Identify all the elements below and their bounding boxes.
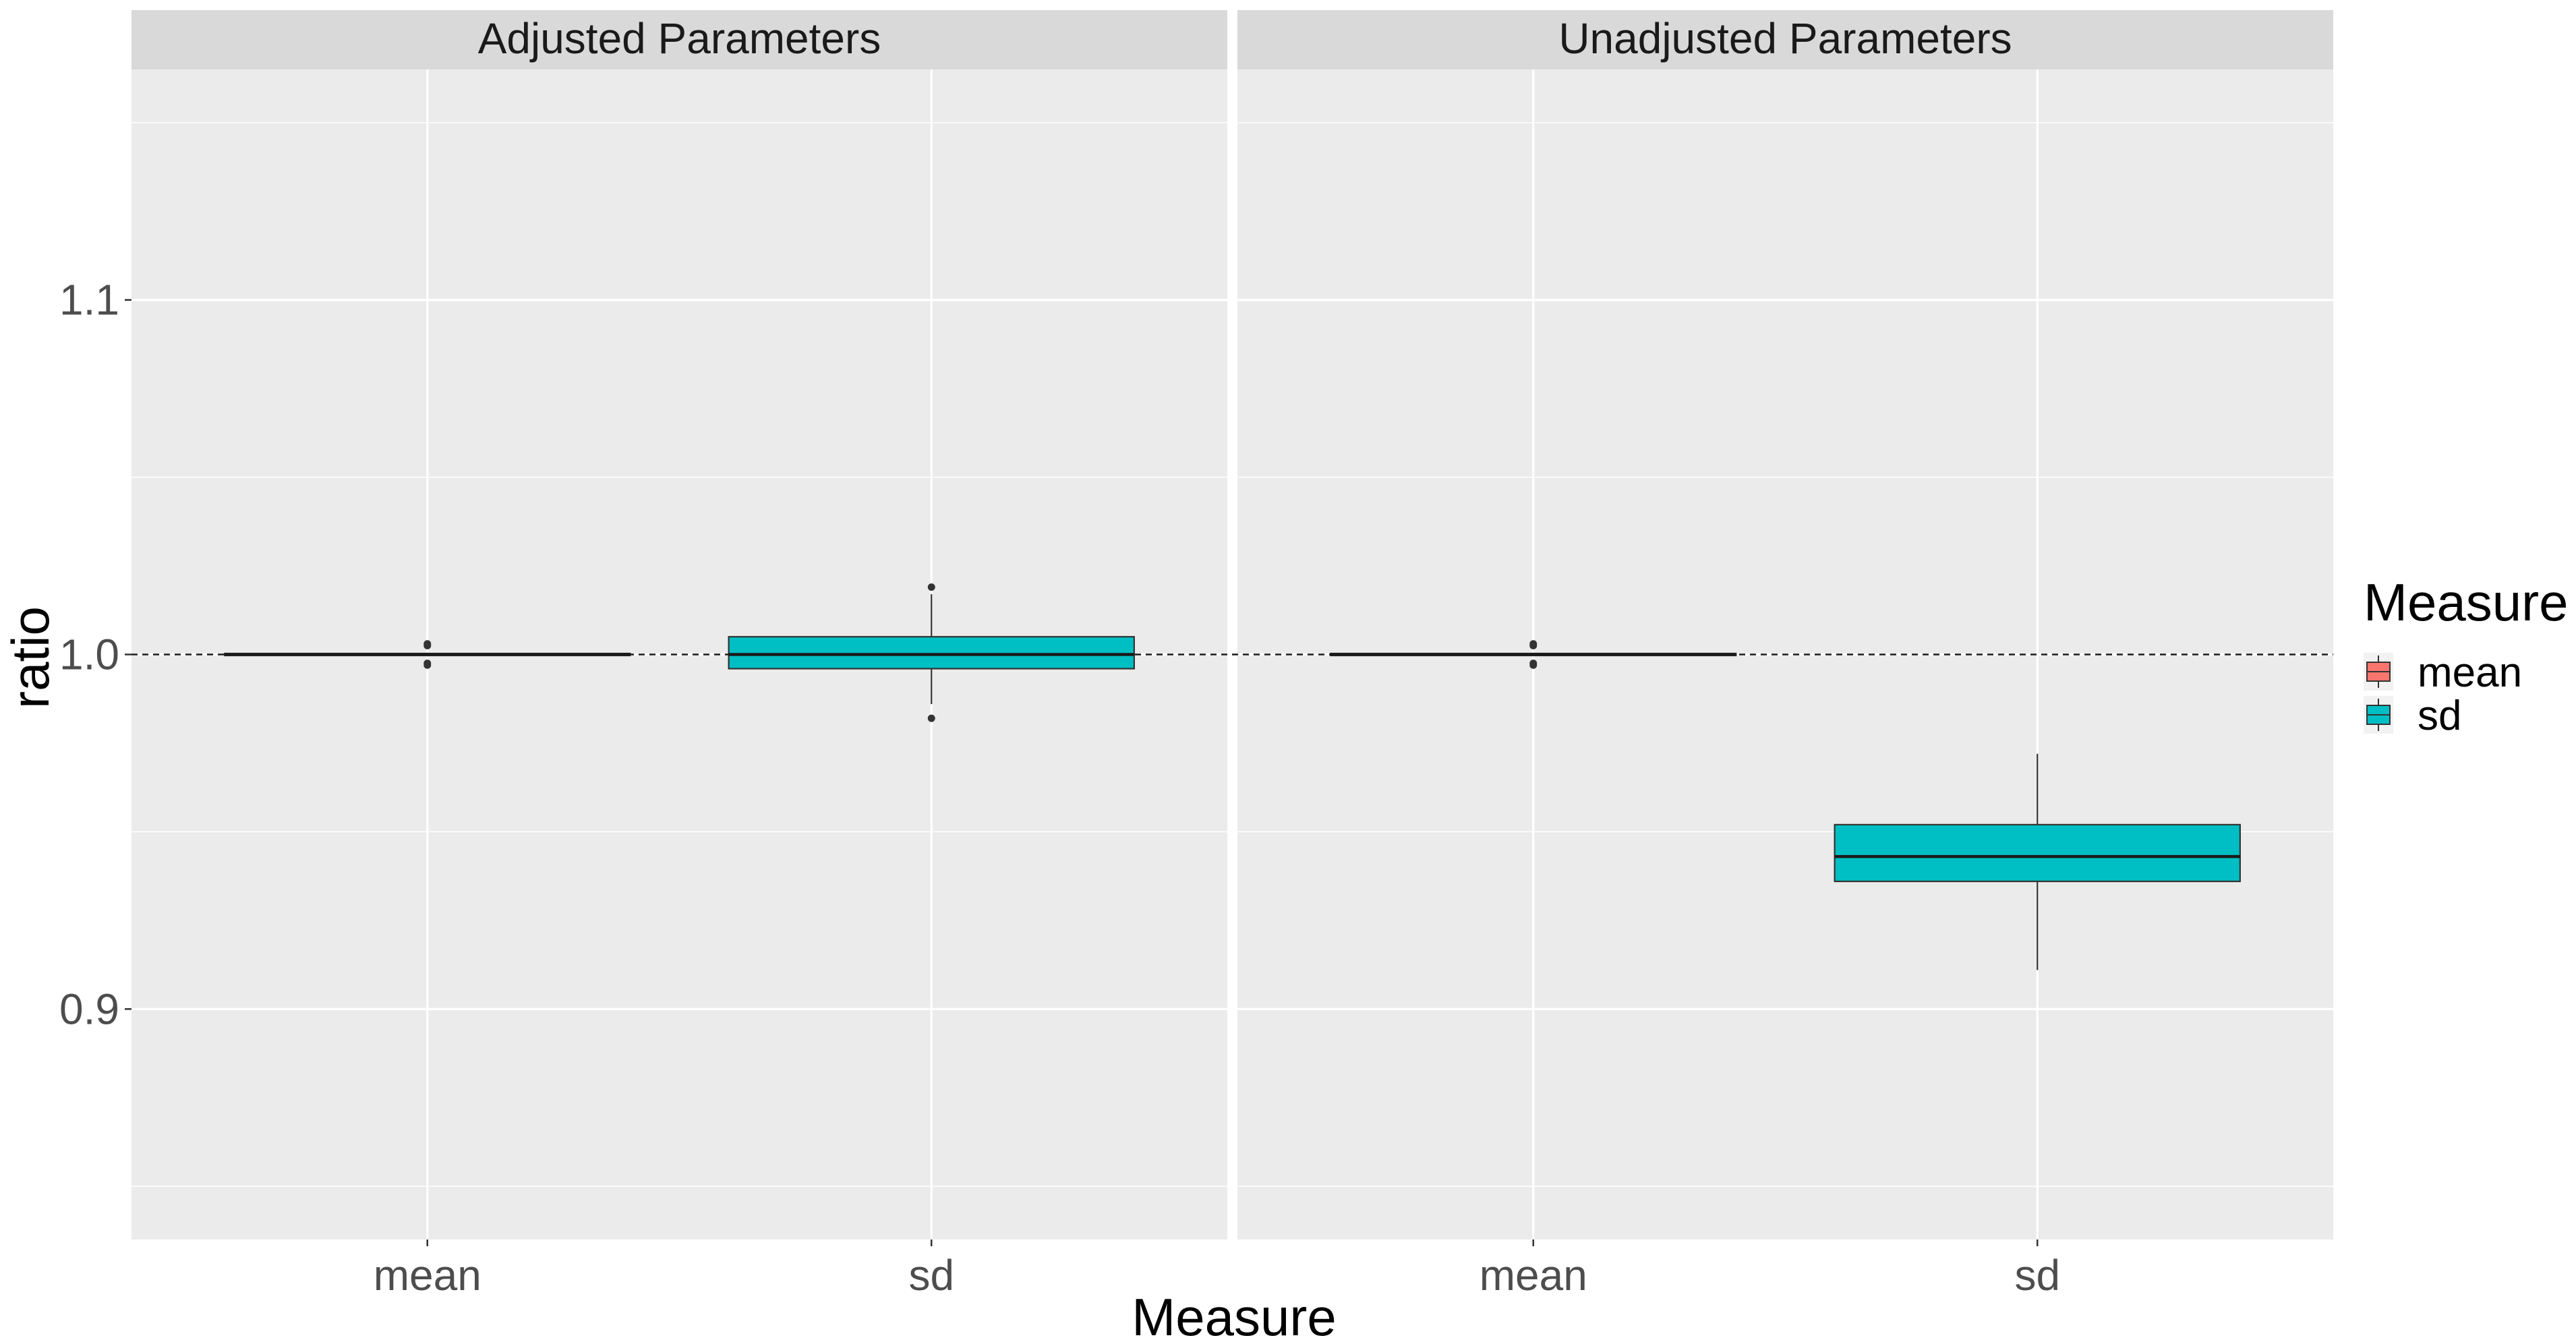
outlier-point	[423, 660, 432, 668]
facet-strip-label: Adjusted Parameters	[478, 14, 881, 63]
outlier-point	[927, 714, 935, 722]
y-tick-label: 1.0	[59, 631, 119, 679]
x-tick-label: sd	[2014, 1251, 2060, 1300]
labels-layer: Adjusted Parameters mean sd Unadjusted Para…	[59, 14, 2060, 1300]
panels-layer	[131, 10, 2333, 1239]
outlier-point	[423, 641, 432, 649]
legend-label: sd	[2418, 693, 2461, 739]
outlier-point	[1529, 660, 1538, 668]
box-sd	[1834, 823, 2241, 883]
x-tick-label: sd	[908, 1251, 954, 1300]
outlier-point	[927, 583, 935, 591]
y-tick-label: 0.9	[59, 985, 119, 1033]
facet-strip	[131, 10, 1227, 69]
marks-layer	[131, 583, 2333, 970]
x-tick-label: mean	[374, 1251, 481, 1300]
legend-title: Measure	[2364, 573, 2568, 632]
y-tick-label: 1.1	[59, 276, 119, 324]
x-tick-label: mean	[1480, 1251, 1587, 1300]
x-axis-title: Measure	[1132, 1287, 1336, 1342]
facet-strip	[1237, 10, 2333, 69]
legend-label: mean	[2418, 649, 2522, 696]
outlier-point	[1529, 641, 1538, 649]
box-sd	[728, 636, 1135, 670]
y-axis-title: ratio	[1, 606, 60, 709]
facet-strip-label: Unadjusted Parameters	[1558, 14, 2012, 63]
